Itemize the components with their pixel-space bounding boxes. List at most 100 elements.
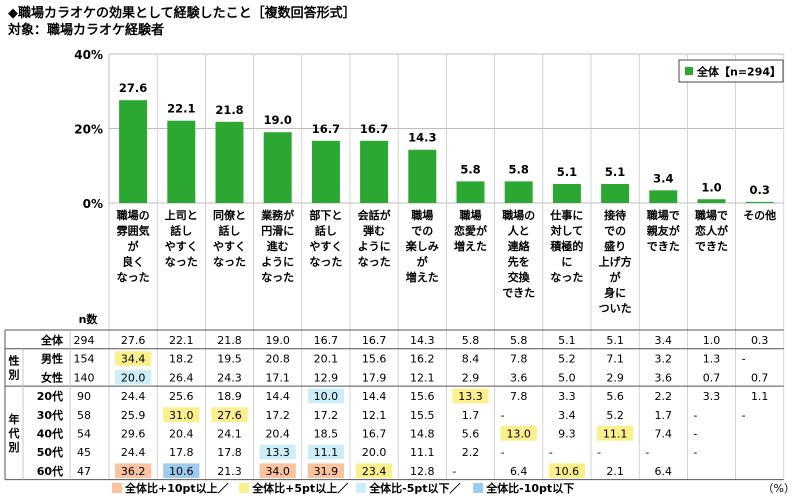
bar xyxy=(215,121,244,203)
row-label: 40代 xyxy=(37,427,63,441)
category-label: 恋人が xyxy=(695,224,728,238)
table-cell: 1.1 xyxy=(751,390,769,403)
category-label: が xyxy=(417,255,428,269)
table-cell: 24.3 xyxy=(217,371,242,384)
table-cell: 20.0 xyxy=(362,446,387,459)
category-label: できた xyxy=(695,240,728,253)
category-label: なった xyxy=(309,256,342,269)
bar xyxy=(456,181,485,203)
group-label-char: 別 xyxy=(8,367,20,381)
table-cell: 17.2 xyxy=(314,409,339,422)
table-cell: 3.2 xyxy=(655,353,673,366)
chart-title: ◆職場カラオケの効果として経験したこと［複数回答形式］ xyxy=(8,6,356,21)
table-cell: 13.0 xyxy=(506,428,531,441)
category-label: 盛り xyxy=(604,239,626,253)
table-cell: 21.8 xyxy=(217,334,242,347)
table-cell: 1.0 xyxy=(703,334,721,347)
table-cell: 19.5 xyxy=(217,353,242,366)
row-n: 154 xyxy=(74,353,95,366)
table-cell: 20.0 xyxy=(121,371,146,384)
table-cell: 6.4 xyxy=(655,465,673,478)
table-cell: 25.9 xyxy=(121,409,146,422)
category-label: 対して xyxy=(550,224,584,238)
highlight-cell xyxy=(452,388,489,404)
category-label: ように xyxy=(261,256,294,269)
table-cell: 11.1 xyxy=(603,428,628,441)
table-cell: 20.4 xyxy=(169,428,194,441)
table-cell: - xyxy=(742,353,746,366)
table-cell: 23.4 xyxy=(362,465,387,478)
highlight-cell xyxy=(356,463,393,479)
table-cell: - xyxy=(645,446,649,459)
table-cell: 2.2 xyxy=(462,446,480,459)
row-label: 女性 xyxy=(41,370,63,384)
table-cell: 5.1 xyxy=(558,334,576,347)
category-label: 上げ方 xyxy=(599,255,632,269)
highlight-cell xyxy=(548,463,585,479)
table-cell: 1.3 xyxy=(703,353,721,366)
bar xyxy=(697,199,726,203)
category-label: 業務が xyxy=(260,208,294,222)
category-label: 進む xyxy=(267,239,289,253)
category-label: 職場 xyxy=(411,208,433,222)
category-label: なった xyxy=(358,256,391,269)
bar-value-label: 5.8 xyxy=(460,162,480,176)
bar-value-label: 0.3 xyxy=(750,183,770,197)
group-label-char: 別 xyxy=(8,440,20,454)
table-cell: 2.9 xyxy=(606,371,624,384)
table-cell: 3.3 xyxy=(558,390,576,403)
table-cell: 24.4 xyxy=(121,446,146,459)
bar-value-label: 16.7 xyxy=(312,122,340,136)
group-label-char: 年 xyxy=(9,412,20,426)
table-cell: 6.4 xyxy=(510,465,528,478)
table-cell: 10.6 xyxy=(169,465,194,478)
footer-legend-swatch xyxy=(356,483,367,493)
table-cell: 18.5 xyxy=(314,428,339,441)
table-cell: 12.1 xyxy=(362,409,387,422)
category-label: 同僚と xyxy=(213,208,246,222)
table-cell: 7.8 xyxy=(510,390,528,403)
group-label-char: 性 xyxy=(9,353,20,367)
table-cell: 34.4 xyxy=(121,353,146,366)
table-cell: - xyxy=(597,446,601,459)
row-label: 50代 xyxy=(37,445,63,459)
category-label: できた xyxy=(647,240,680,253)
category-label: に xyxy=(561,256,572,269)
table-cell: 3.6 xyxy=(510,371,528,384)
table-cell: 24.1 xyxy=(217,428,242,441)
table-cell: 13.3 xyxy=(458,390,483,403)
table-cell: 25.6 xyxy=(169,390,194,403)
table-cell: 5.1 xyxy=(606,334,624,347)
highlight-cell xyxy=(259,444,296,460)
category-label: 会話が xyxy=(358,208,391,222)
bar xyxy=(360,140,389,203)
table-cell: 16.7 xyxy=(314,334,339,347)
row-label: 30代 xyxy=(37,408,63,422)
table-cell: 12.9 xyxy=(314,371,339,384)
table-cell: 22.1 xyxy=(169,334,194,347)
legend-box xyxy=(678,59,784,83)
category-label: ように xyxy=(358,240,391,253)
bar-value-label: 5.1 xyxy=(557,165,577,179)
table-cell: 5.2 xyxy=(558,353,576,366)
table-cell: 7.8 xyxy=(510,353,528,366)
table-cell: 26.4 xyxy=(169,371,194,384)
category-label: なった xyxy=(117,271,150,284)
table-cell: 34.0 xyxy=(265,465,290,478)
highlight-cell xyxy=(211,407,248,422)
table-cell: 1.7 xyxy=(655,409,673,422)
table-cell: 0.7 xyxy=(751,371,769,384)
table-cell: 11.1 xyxy=(314,446,339,459)
table-cell: 0.3 xyxy=(751,334,769,347)
table-cell: 12.1 xyxy=(410,371,435,384)
category-label: できた xyxy=(502,287,535,300)
table-cell: - xyxy=(452,465,456,478)
bar-value-label: 5.1 xyxy=(605,165,625,179)
category-label: での xyxy=(411,225,433,238)
bar-value-label: 22.1 xyxy=(167,102,195,116)
category-label: が xyxy=(128,239,139,253)
table-cell: 15.5 xyxy=(410,409,435,422)
bar-value-label: 16.7 xyxy=(360,122,388,136)
table-cell: 20.1 xyxy=(314,353,339,366)
category-label: 職場の xyxy=(117,208,150,222)
